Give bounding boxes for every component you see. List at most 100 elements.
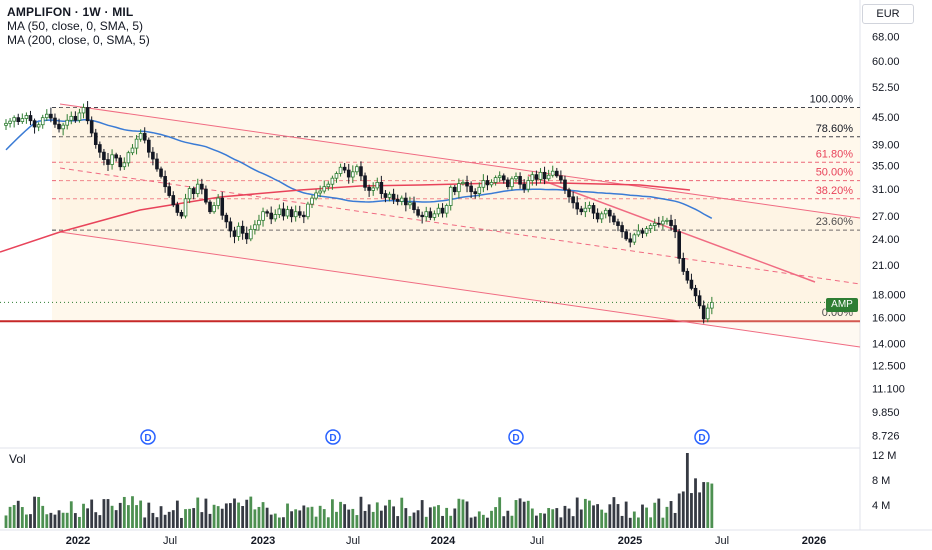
candle-body <box>432 213 437 218</box>
candle-body <box>620 225 624 233</box>
volume-bar <box>657 498 661 528</box>
volume-bar <box>396 516 400 528</box>
time-axis[interactable]: 2022 Jul 2023 Jul 2024 Jul 2025 Jul 2026 <box>66 535 826 547</box>
symbol-title[interactable]: AMPLIFON · 1W · MIL <box>7 5 134 19</box>
volume-bar <box>339 501 342 528</box>
candle-body <box>118 157 123 168</box>
volume-bar <box>608 504 612 528</box>
price-tick-label: 16.000 <box>872 313 906 325</box>
candle-body <box>583 207 588 213</box>
candle-body <box>628 238 633 243</box>
candle-body <box>616 221 620 226</box>
volume-bar <box>269 514 273 528</box>
candle-body <box>387 193 392 198</box>
volume-tick-label: 4 M <box>872 500 890 512</box>
volume-bar <box>273 513 277 528</box>
volume-bar <box>335 511 338 528</box>
dividend-marker <box>694 429 710 445</box>
volume-bar <box>592 505 595 528</box>
candle-body <box>244 232 249 240</box>
volume-bar <box>159 506 163 528</box>
volume-bar <box>649 517 653 528</box>
candle-body <box>69 115 74 121</box>
volume-bar <box>118 502 122 528</box>
volume-bar <box>388 499 391 528</box>
candle-body <box>542 171 547 180</box>
volume-bar <box>506 510 510 528</box>
volume-bar <box>473 516 477 528</box>
volume-bar <box>233 498 236 528</box>
ma50-legend[interactable]: MA (50, close, 0, SMA, 5) <box>7 19 144 33</box>
candle-body <box>383 193 388 198</box>
volume-bar <box>428 507 432 528</box>
candle-body <box>632 234 637 243</box>
candle-body <box>526 180 531 190</box>
candle-body <box>302 214 306 218</box>
volume-legend[interactable]: Vol <box>9 452 26 466</box>
candle-body <box>4 122 8 126</box>
volume-bar <box>322 509 326 528</box>
candle-body <box>130 147 135 154</box>
currency-selector[interactable]: EUR <box>862 4 914 24</box>
price-tick-label: 27.00 <box>872 211 900 223</box>
candle-body <box>444 205 449 214</box>
volume-bar <box>690 493 693 528</box>
candle-body <box>367 186 371 191</box>
candle-body <box>522 183 526 190</box>
volume-bar <box>286 503 289 528</box>
candle-body <box>171 195 176 206</box>
candle-body <box>179 212 184 217</box>
candle-body <box>77 112 82 121</box>
candle-body <box>665 219 669 222</box>
volume-bar <box>571 516 575 528</box>
candle-body <box>265 211 269 214</box>
price-tick-label: 68.00 <box>872 32 900 44</box>
candle-body <box>89 120 94 134</box>
candle-body <box>163 176 167 188</box>
volume-bar <box>371 511 375 528</box>
price-tick-label: 8.726 <box>872 430 900 442</box>
candle-body <box>45 113 49 119</box>
candle-body <box>514 176 518 180</box>
price-tick-label: 21.00 <box>872 260 900 272</box>
candle-body <box>40 117 45 126</box>
volume-bar <box>359 496 363 528</box>
volume-bar <box>588 500 591 528</box>
volume-tick-label: 8 M <box>872 475 890 487</box>
volume-bar <box>277 517 281 528</box>
ma200-legend[interactable]: MA (200, close, 0, SMA, 5) <box>7 33 150 47</box>
candle-body <box>310 197 314 205</box>
volume-bar <box>465 501 469 528</box>
candle-body <box>567 189 571 198</box>
volume-bar <box>653 502 657 528</box>
candle-body <box>355 166 359 173</box>
candle-body <box>261 211 265 221</box>
candle-body <box>710 302 714 309</box>
volume-bar <box>604 512 608 528</box>
volume-bar <box>143 517 147 528</box>
volume-bar <box>224 503 228 528</box>
candle-body <box>497 175 502 179</box>
volume-bar <box>355 515 359 528</box>
volume-bar <box>632 511 636 528</box>
candle-body <box>12 117 16 122</box>
volume-bar <box>433 506 436 528</box>
candle-body <box>363 175 367 188</box>
price-tick-label: 14.000 <box>872 338 906 350</box>
fib-level-label: 38.20% <box>816 185 854 197</box>
volume-bar <box>453 508 457 528</box>
candle-body <box>32 120 37 128</box>
candle-body <box>705 307 710 320</box>
price-axis[interactable]: 68.00 60.00 52.50 45.00 39.00 35.00 31.00 27.00… <box>872 32 906 443</box>
volume-bar <box>131 496 134 528</box>
candle-body <box>685 270 690 281</box>
volume-bar <box>290 511 293 528</box>
candle-body <box>195 183 200 194</box>
candle-body <box>159 168 163 177</box>
volume-bar <box>673 512 677 528</box>
candle-body <box>248 228 253 240</box>
candle-body <box>187 188 192 200</box>
volume-bar <box>57 510 61 528</box>
